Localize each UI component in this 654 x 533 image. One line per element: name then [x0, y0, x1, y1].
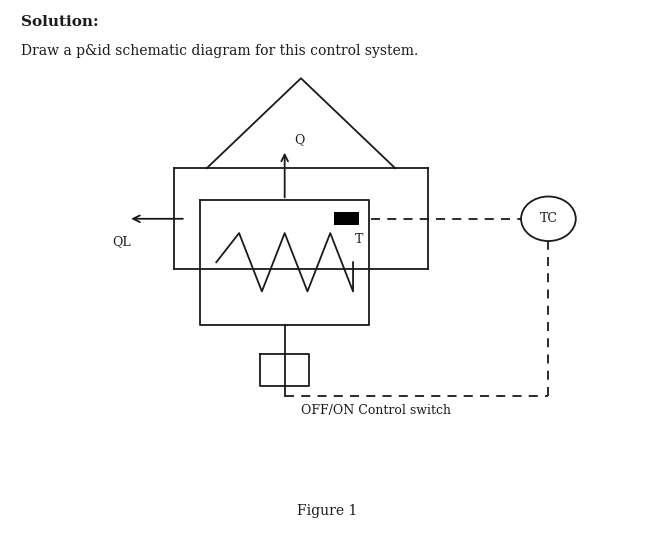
Text: Draw a p&id schematic diagram for this control system.: Draw a p&id schematic diagram for this c…	[21, 44, 418, 58]
Text: Solution:: Solution:	[21, 14, 99, 29]
Text: QL: QL	[112, 235, 131, 248]
Text: TC: TC	[540, 212, 557, 225]
Text: T: T	[354, 233, 363, 246]
Text: OFF/ON Control switch: OFF/ON Control switch	[301, 405, 451, 417]
Text: Q: Q	[294, 133, 305, 146]
Text: Figure 1: Figure 1	[297, 504, 357, 519]
Bar	[334, 212, 359, 225]
